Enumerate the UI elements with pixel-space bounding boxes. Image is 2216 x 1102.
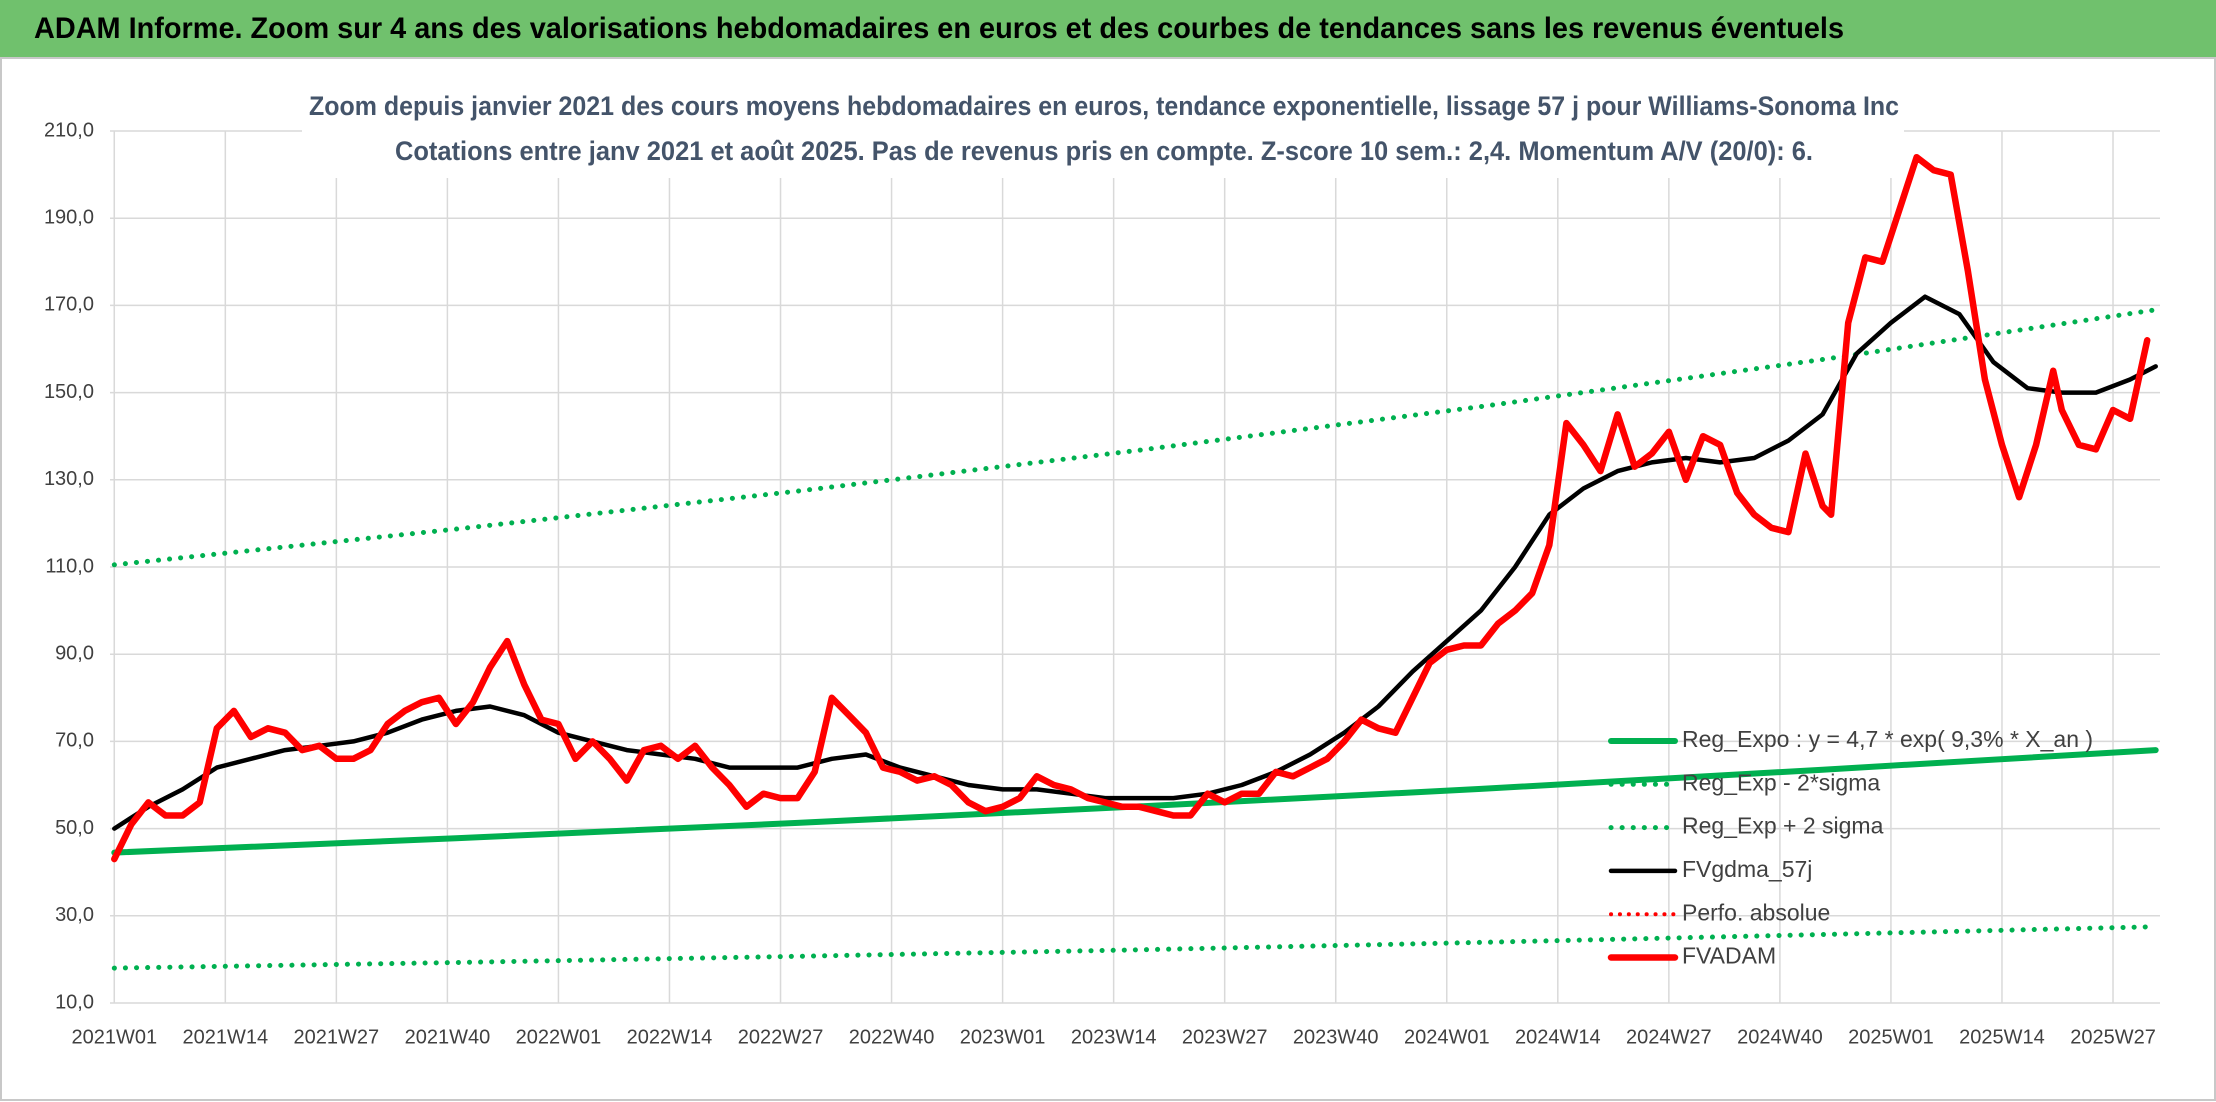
x-tick-label: 2023W14 — [1071, 1026, 1157, 1048]
y-tick-label: 110,0 — [45, 555, 94, 577]
x-tick-label: 2021W40 — [405, 1026, 491, 1048]
x-tick-label: 2021W14 — [183, 1026, 269, 1048]
subtitle-box — [302, 84, 1904, 178]
x-tick-label: 2022W14 — [627, 1026, 713, 1048]
legend-label: Reg_Exp + 2 sigma — [1682, 813, 1884, 839]
x-tick-label: 2024W40 — [1737, 1026, 1823, 1048]
chart-title: ADAM Informe. Zoom sur 4 ans des valoris… — [34, 12, 1844, 45]
plot-lines — [111, 153, 2159, 971]
legend-label: FVADAM — [1682, 943, 1776, 969]
x-tick-label: 2025W27 — [2070, 1026, 2156, 1048]
x-tick-label: 2023W01 — [960, 1026, 1046, 1048]
x-tick-label: 2025W14 — [1959, 1026, 2045, 1048]
legend-label: Reg_Expo : y = 4,7 * exp( 9,3% * X_an ) — [1682, 726, 2093, 752]
series-line — [111, 924, 2159, 971]
legend-label: Perfo. absolue — [1682, 899, 1830, 925]
x-tick-label: 2024W27 — [1626, 1026, 1712, 1048]
y-tick-label: 190,0 — [44, 206, 94, 228]
grid: 10,0 30,0 50,0 70,0 90,0 110,0 130,0 150,0 170,0… — [44, 119, 2160, 1048]
y-tick-label: 170,0 — [44, 294, 94, 316]
chart-subtitle: Cotations entre janv 2021 et août 2025. … — [395, 136, 1813, 166]
legend-label: FVgdma_57j — [1682, 856, 1812, 882]
header-bar — [0, 0, 2216, 58]
x-tick-label: 2021W01 — [71, 1026, 157, 1048]
x-tick-label: 2022W01 — [516, 1026, 602, 1048]
x-tick-label: 2025W01 — [1848, 1026, 1934, 1048]
y-tick-label: 50,0 — [55, 817, 94, 839]
legend-label: Reg_Exp - 2*sigma — [1682, 769, 1880, 795]
series-line — [112, 294, 2158, 831]
x-tick-label: 2024W14 — [1515, 1026, 1601, 1048]
y-tick-label: 130,0 — [44, 468, 94, 490]
x-tick-label: 2022W27 — [738, 1026, 824, 1048]
y-tick-label: 30,0 — [55, 904, 94, 926]
series-line — [111, 307, 2159, 568]
x-tick-label: 2022W40 — [849, 1026, 935, 1048]
chart-subtitle: Zoom depuis janvier 2021 des cours moyen… — [309, 91, 1899, 121]
y-tick-label: 150,0 — [44, 381, 94, 403]
x-tick-label: 2024W01 — [1404, 1026, 1490, 1048]
x-tick-label: 2021W27 — [294, 1026, 380, 1048]
x-tick-label: 2023W40 — [1293, 1026, 1379, 1048]
legend: Reg_Expo : y = 4,7 * exp( 9,3% * X_an ) R… — [1607, 726, 2093, 969]
chart-border — [0, 57, 2216, 1101]
series-line — [111, 153, 2151, 863]
y-tick-label: 70,0 — [55, 730, 94, 752]
y-tick-label: 90,0 — [55, 642, 94, 664]
y-tick-label: 10,0 — [55, 991, 94, 1013]
y-tick-label: 210,0 — [44, 119, 94, 141]
x-tick-label: 2023W27 — [1182, 1026, 1268, 1048]
